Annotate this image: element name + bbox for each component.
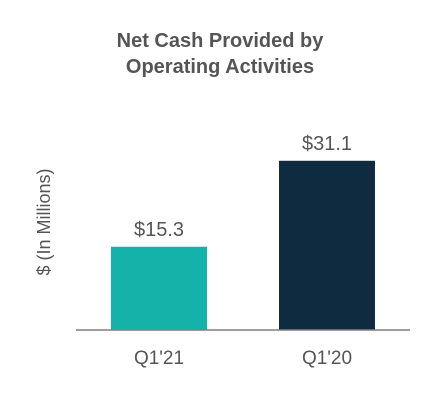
bar-value-label-1: $31.1 [302, 133, 352, 155]
y-axis-label: $ (In Millions) [34, 168, 54, 275]
bars-layer: $15.3 Q1'21 $31.1 Q1'20 [111, 133, 375, 369]
bar-value-label-0: $15.3 [134, 219, 184, 241]
x-tick-label-1: Q1'20 [302, 348, 352, 369]
chart-title: Net Cash Provided by Operating Activitie… [0, 28, 440, 80]
bar-0 [111, 246, 207, 330]
chart-title-line-1: Net Cash Provided by [116, 30, 324, 52]
x-tick-label-0: Q1'21 [134, 348, 184, 369]
chart-title-line-2: Operating Activities [125, 56, 315, 78]
bar-1 [279, 160, 375, 330]
